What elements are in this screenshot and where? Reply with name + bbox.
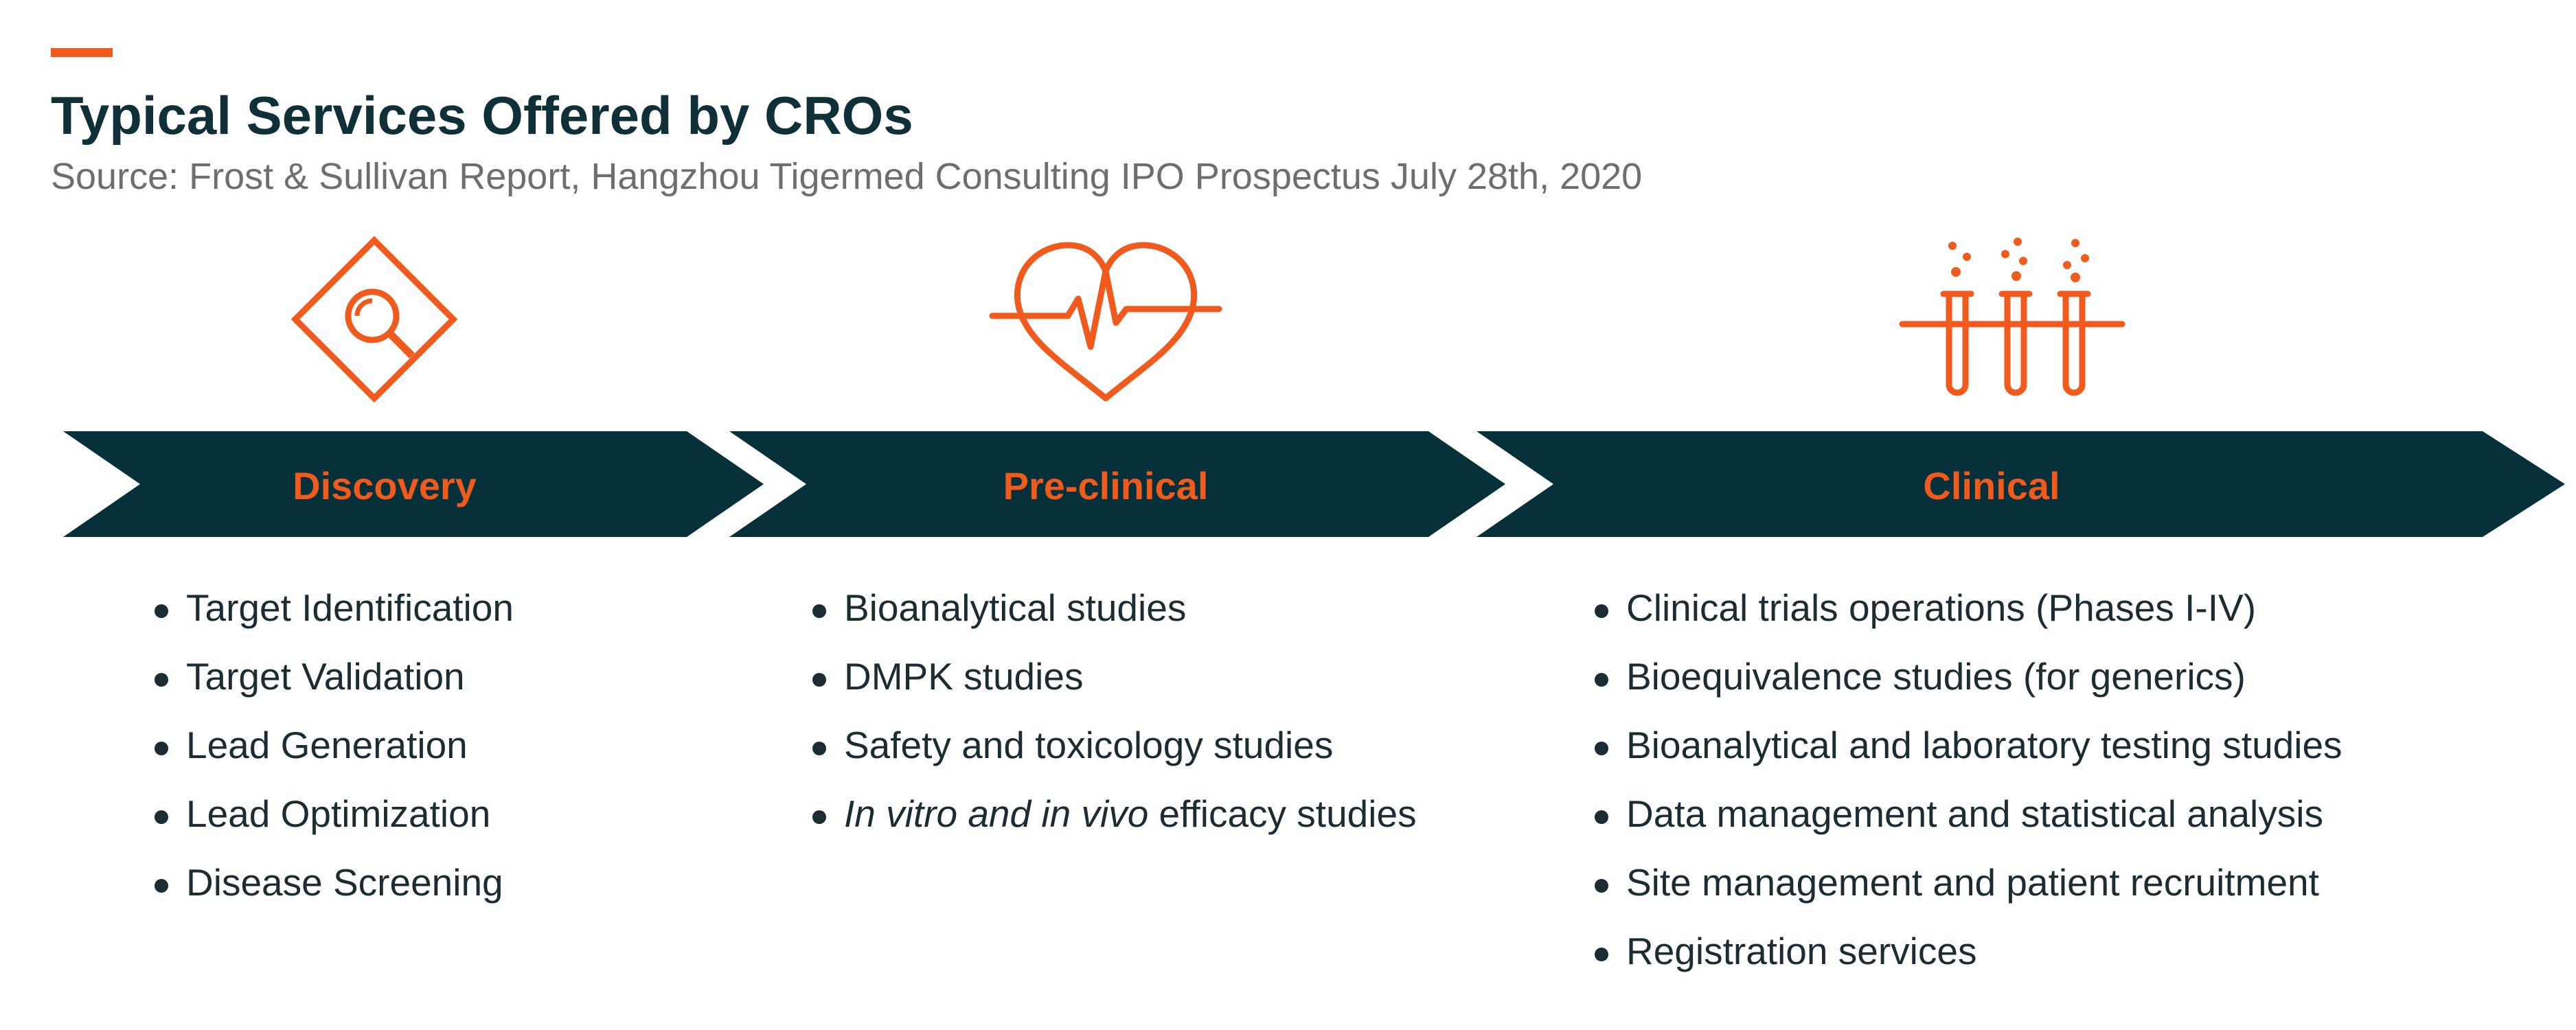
list-item: Lead Optimization xyxy=(155,790,514,858)
list-item: Bioanalytical studies xyxy=(812,584,1417,652)
test-tubes-icon xyxy=(1899,238,2125,396)
stage-label-clinical: Clinical xyxy=(1923,464,2060,507)
list-item: Safety and toxicology studies xyxy=(812,721,1417,790)
list-item: DMPK studies xyxy=(812,652,1417,721)
list-item: Registration services xyxy=(1595,927,2343,996)
process-chevrons xyxy=(63,431,2565,537)
source-note: Source: Frost & Sullivan Report, Hangzho… xyxy=(51,156,1643,197)
accent-bar xyxy=(51,48,113,57)
preclinical-services-list: Bioanalytical studies DMPK studies Safet… xyxy=(812,584,1417,858)
list-item: Clinical trials operations (Phases I-IV) xyxy=(1595,584,2343,652)
list-item: Bioanalytical and laboratory testing stu… xyxy=(1595,721,2343,790)
list-item: Target Identification xyxy=(155,584,514,652)
list-item: In vitro and in vivo efficacy studies xyxy=(812,790,1417,858)
chevron-preclinical xyxy=(729,431,1505,537)
stage-label-preclinical: Pre-clinical xyxy=(1003,464,1209,507)
list-item: Disease Screening xyxy=(155,858,514,927)
chevron-clinical xyxy=(1477,431,2565,537)
heart-pulse-icon xyxy=(989,242,1222,402)
list-item: Bioequivalence studies (for generics) xyxy=(1595,652,2343,721)
list-item: Target Validation xyxy=(155,652,514,721)
page-title: Typical Services Offered by CROs xyxy=(51,85,913,146)
list-item: Data management and statistical analysis xyxy=(1595,790,2343,858)
list-item: Site management and patient recruitment xyxy=(1595,858,2343,927)
stage-label-discovery: Discovery xyxy=(293,464,477,507)
list-item: Lead Generation xyxy=(155,721,514,790)
clinical-services-list: Clinical trials operations (Phases I-IV)… xyxy=(1595,584,2343,996)
magnifier-diamond-icon xyxy=(290,236,458,403)
discovery-services-list: Target Identification Target Validation … xyxy=(155,584,514,927)
chevron-discovery xyxy=(63,431,764,537)
